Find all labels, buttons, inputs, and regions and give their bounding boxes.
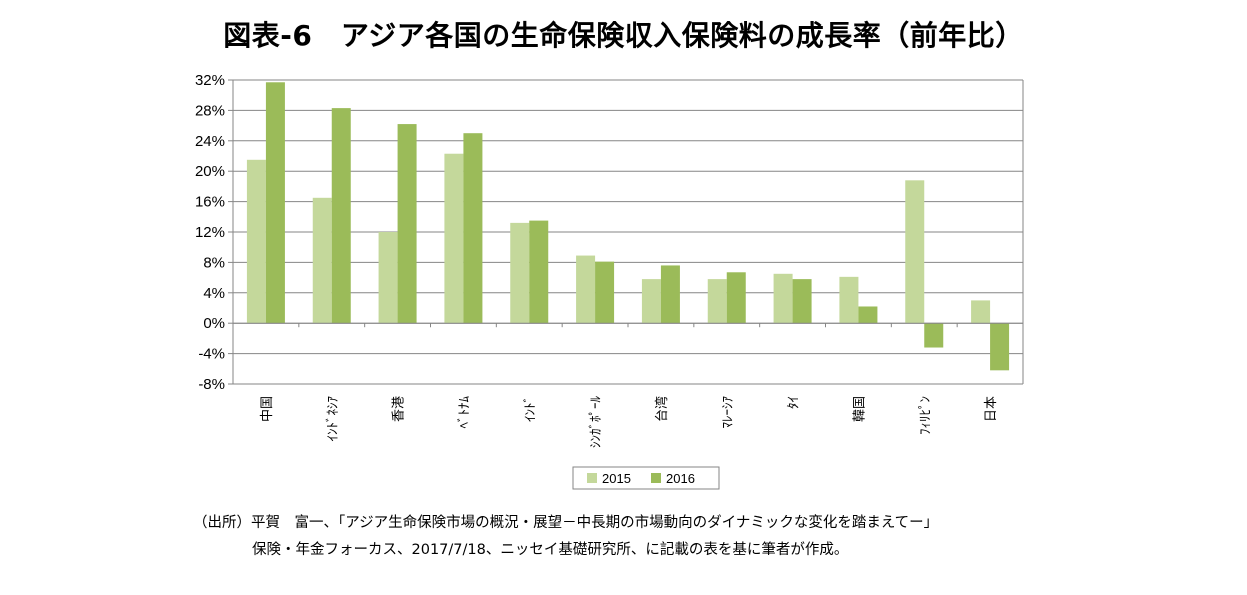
- bar-2015-0: [246, 159, 266, 324]
- y-tick-label: 32%: [195, 72, 225, 89]
- bar-2015-11: [971, 300, 991, 324]
- bar-2015-8: [773, 273, 793, 324]
- bar-2016-11: [990, 323, 1010, 371]
- bar-2016-8: [792, 279, 812, 324]
- y-tick-label: 12%: [195, 224, 225, 241]
- x-category-label: ﾌｨﾘﾋﾟﾝ: [918, 396, 933, 435]
- y-tick-label: 20%: [195, 163, 225, 180]
- x-category-label: 台湾: [654, 396, 670, 422]
- bar-2015-9: [839, 276, 859, 324]
- bar-2016-4: [529, 220, 549, 324]
- y-tick-labels: 32% 28% 24% 20% 16% 12% 8% 4% 0% -4% -8%: [195, 72, 225, 393]
- x-category-labels: 中国 ｲﾝﾄﾞﾈｼｱ 香港 ﾍﾞﾄﾅﾑ ｲﾝﾄﾞ ｼﾝｶﾞﾎﾟｰﾙ 台湾 ﾏﾚｰｼｱ ﾀｲ 韓国 ﾌ…: [260, 396, 999, 449]
- grid-lines: [233, 79, 1023, 385]
- source-note-line1: （出所）平賀 富一、「アジア生命保険市場の概況・展望－中長期の市場動向のダイナミ…: [193, 515, 939, 531]
- y-tick-label: 8%: [203, 254, 225, 271]
- bar-2015-5: [576, 255, 596, 324]
- bar-2016-0: [265, 82, 285, 324]
- x-category-label: ｼﾝｶﾞﾎﾟｰﾙ: [589, 396, 604, 449]
- y-tick-label: -8%: [198, 376, 225, 393]
- legend-box: [572, 466, 720, 490]
- axes: [228, 79, 1024, 385]
- bar-2016-2: [397, 124, 417, 324]
- legend: 2015 2016: [572, 466, 720, 490]
- x-category-label: ﾀｲ: [787, 396, 802, 409]
- y-tick-label: 24%: [195, 133, 225, 150]
- bar-2015-1: [312, 197, 332, 324]
- bar-2016-7: [726, 272, 746, 324]
- y-tick-label: 0%: [203, 315, 225, 332]
- x-category-label: ﾏﾚｰｼｱ: [721, 396, 736, 429]
- x-category-label: 中国: [260, 396, 275, 422]
- legend-swatch-2016: [651, 473, 661, 483]
- y-tick-label: -4%: [198, 346, 225, 363]
- bar-2015-10: [905, 180, 925, 324]
- x-category-label: ｲﾝﾄﾞﾈｼｱ: [326, 396, 341, 442]
- bar-2016-3: [463, 133, 483, 324]
- bars: [246, 82, 1010, 371]
- bar-2015-2: [378, 232, 398, 324]
- bar-2016-6: [660, 265, 680, 324]
- y-tick-label: 28%: [195, 102, 225, 119]
- y-tick-label: 16%: [195, 194, 225, 211]
- bar-2016-9: [858, 306, 878, 324]
- x-category-label: 韓国: [852, 396, 867, 422]
- bar-2015-7: [707, 279, 727, 324]
- legend-swatch-2015: [587, 473, 597, 483]
- bar-2016-5: [595, 261, 615, 324]
- bar-2015-4: [510, 222, 530, 324]
- source-note-line2: 保険・年金フォーカス、2017/7/18、ニッセイ基礎研究所、に記載の表を基に筆…: [252, 542, 849, 558]
- x-category-label: ｲﾝﾄﾞ: [523, 396, 538, 422]
- legend-label-2015: 2015: [602, 471, 631, 486]
- bar-2015-6: [641, 279, 661, 324]
- chart-title: 図表-6 アジア各国の生命保険収入保険料の成長率（前年比）: [223, 19, 1024, 52]
- bar-2016-10: [924, 323, 944, 348]
- legend-label-2016: 2016: [666, 471, 695, 486]
- x-category-label: 日本: [984, 396, 999, 422]
- bar-2016-1: [331, 108, 351, 324]
- bar-2015-3: [444, 153, 464, 324]
- x-category-label: ﾍﾞﾄﾅﾑ: [457, 396, 472, 429]
- y-tick-label: 4%: [203, 285, 225, 302]
- x-category-label: 香港: [392, 396, 407, 422]
